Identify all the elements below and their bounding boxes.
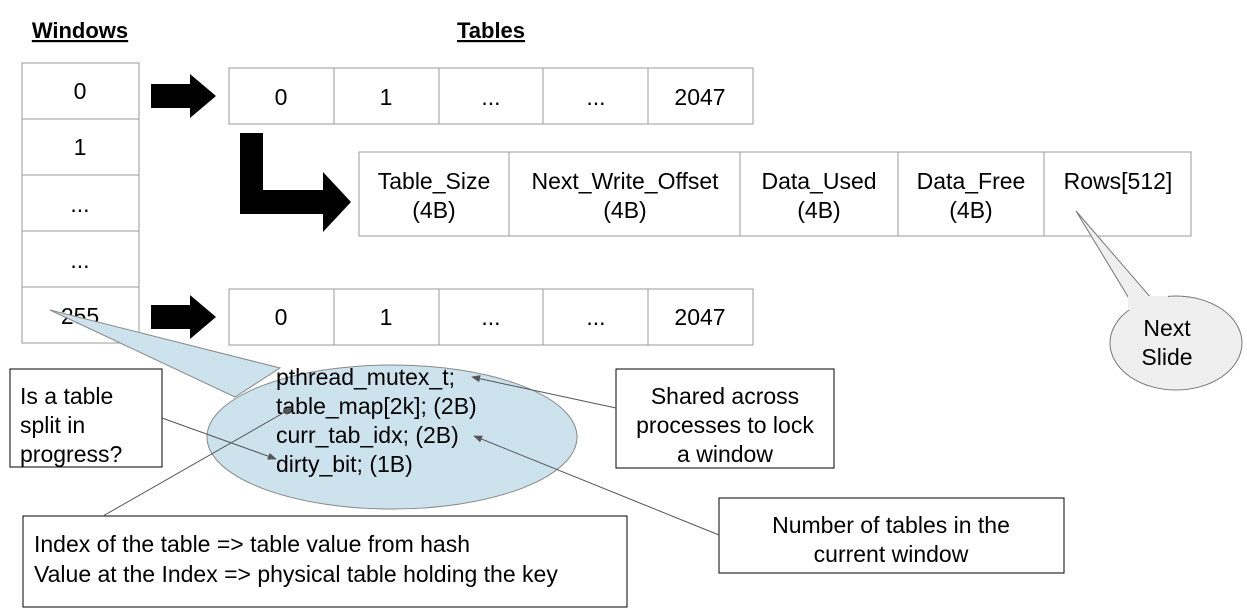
struct-field: dirty_bit; (1B) [276,451,413,477]
table-cell: ... [586,304,605,330]
table-cell: ... [481,84,500,110]
field-name: Rows[512] [1064,168,1173,194]
windows-column: 0 1 ... ... 255 [21,62,140,344]
table-cell: 1 [380,84,393,110]
connector-arrow [102,407,293,517]
struct-field: curr_tab_idx; (2B) [276,422,459,448]
field-size: (4B) [797,197,840,223]
windows-heading: Windows [32,18,128,43]
field-name: Data_Used [761,168,876,194]
callout-split-in-progress: Is a table split in progress? [9,368,163,468]
connector-arrow [161,417,277,460]
connector-arrow [471,375,617,409]
callout-text: current window [814,541,969,567]
connector-arrow [473,435,720,536]
window-struct-bubble: pthread_mutex_t; table_map[2k]; (2B) cur… [49,309,578,510]
table-cell: ... [586,84,605,110]
next-slide-bubble: Next Slide [1075,210,1243,391]
field-name: Data_Free [917,168,1026,194]
next-slide-label: Next [1143,315,1191,341]
table-cell: 1 [380,304,393,330]
table-header-struct: Table_Size (4B) Next_Write_Offset (4B) D… [358,151,1192,237]
window-cell: 1 [74,134,87,160]
table-cell: ... [481,304,500,330]
window-cell: 0 [74,78,87,104]
table-row-bottom: 0 1 ... ... 2047 [228,288,754,346]
tables-heading: Tables [457,18,525,43]
window-cell: ... [70,191,89,217]
bent-arrow [240,133,351,232]
callout-text: Number of tables in the [772,512,1010,538]
field-name: Table_Size [378,168,491,194]
callout-text: progress? [20,441,122,467]
struct-field: table_map[2k]; (2B) [276,393,477,419]
callout-text: processes to lock [636,412,814,438]
field-size: (4B) [949,197,992,223]
struct-field: pthread_mutex_t; [276,364,455,390]
table-cell: 0 [275,84,288,110]
callout-text: Shared across [651,383,799,409]
table-cell: 2047 [674,84,725,110]
field-size: (4B) [412,197,455,223]
callout-text: a window [677,441,773,467]
next-slide-label: Slide [1141,344,1192,370]
callout-text: Value at the Index => physical table hol… [34,561,558,587]
field-size: (4B) [603,197,646,223]
table-cell: 0 [275,304,288,330]
table-cell: 2047 [674,304,725,330]
block-arrow-right [151,295,216,339]
table-row-top: 0 1 ... ... 2047 [228,67,754,125]
callout-index: Index of the table => table value from h… [22,515,628,608]
window-cell: ... [70,247,89,273]
block-arrow-right [151,74,216,118]
callout-text: split in [20,412,85,438]
callout-num-tables: Number of tables in the current window [718,497,1065,574]
callout-shared: Shared across processes to lock a window [615,368,835,469]
callout-text: Is a table [20,383,113,409]
callout-text: Index of the table => table value from h… [34,531,470,557]
field-name: Next_Write_Offset [531,168,719,194]
